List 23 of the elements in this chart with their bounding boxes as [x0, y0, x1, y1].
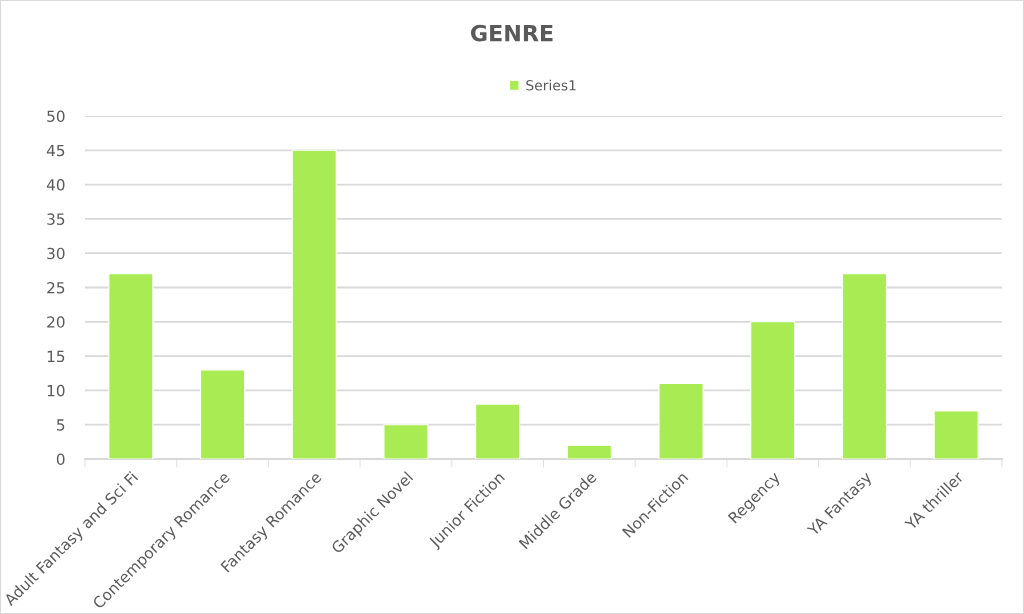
- y-tick-label: 35: [47, 213, 65, 225]
- bar: [658, 382, 704, 459]
- y-tick-label: 50: [47, 110, 65, 123]
- y-tick-label: 40: [46, 179, 65, 191]
- y-tick-label: 45: [46, 144, 65, 157]
- y-tick-label: 25: [47, 281, 65, 294]
- bar: [291, 149, 337, 459]
- y-tick-label: 10: [47, 384, 65, 397]
- y-tick-label: 0: [56, 453, 65, 466]
- y-tick-label: 5: [57, 419, 65, 431]
- bar: [841, 273, 888, 459]
- y-tick-label: 15: [47, 350, 65, 363]
- bar: [566, 444, 612, 459]
- bar: [199, 369, 246, 459]
- bar: [750, 321, 796, 459]
- chart-title: GENRE: [470, 24, 553, 42]
- bar: [475, 403, 521, 459]
- bar: [108, 273, 154, 459]
- y-tick-label: 30: [47, 247, 65, 260]
- legend-label: Series1: [526, 79, 576, 91]
- y-tick-label: 20: [47, 316, 65, 328]
- bar: [933, 410, 979, 459]
- bar: [383, 424, 429, 459]
